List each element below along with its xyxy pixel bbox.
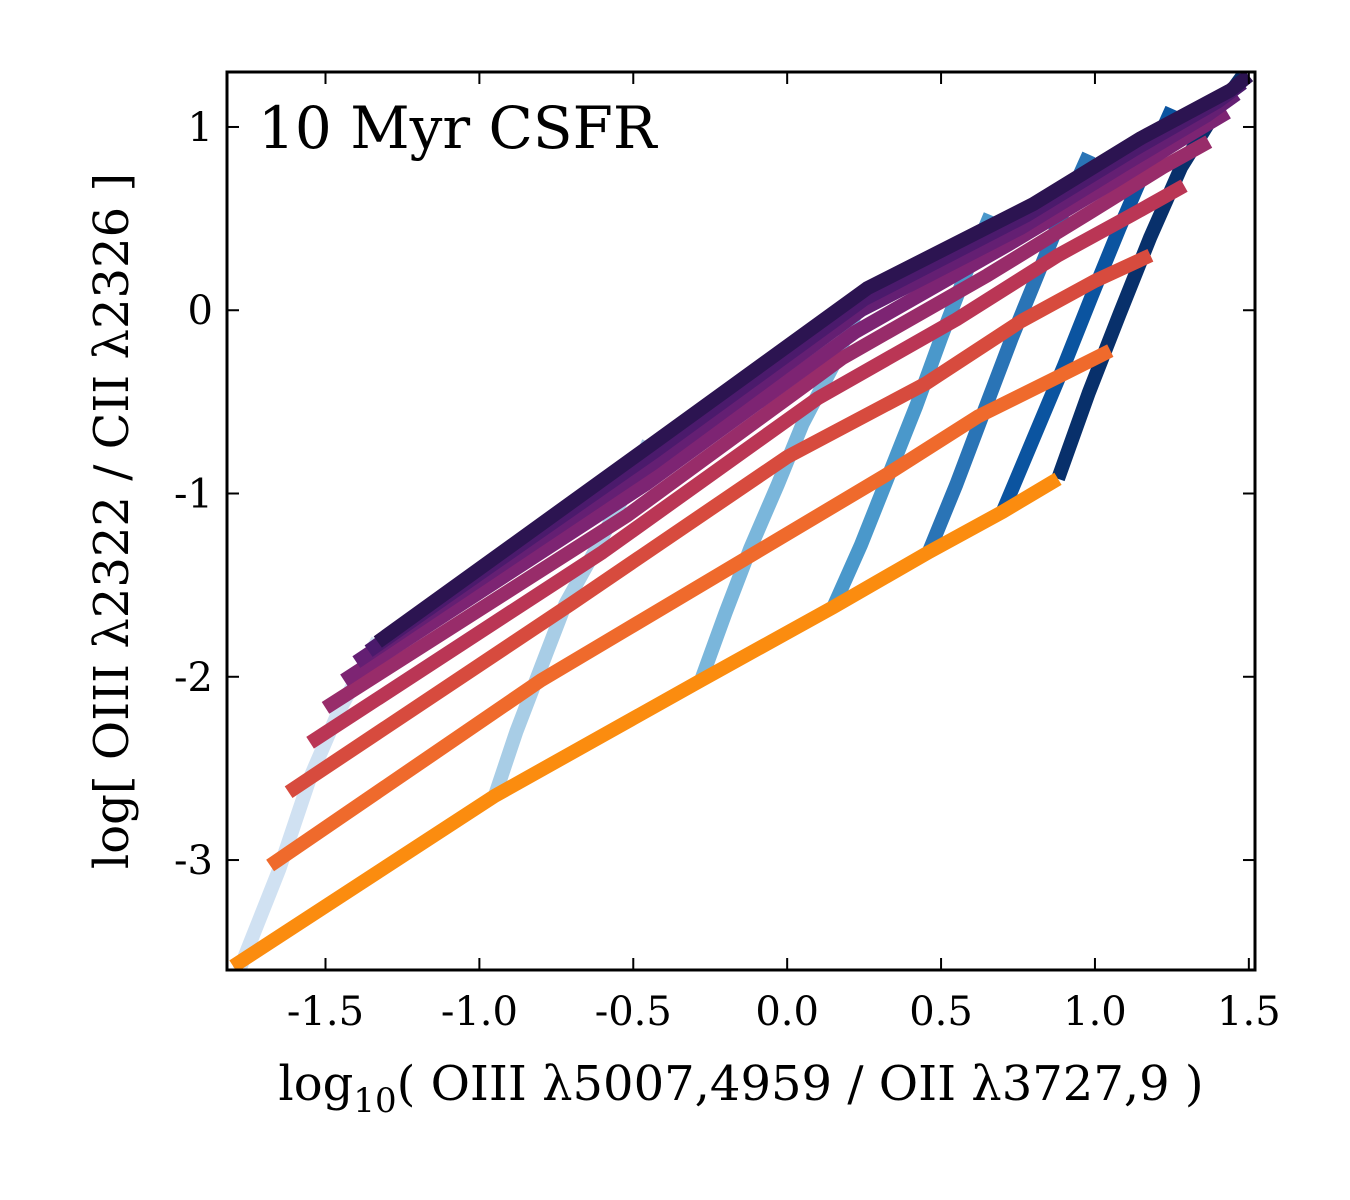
ionization-track-line-5: [321, 135, 1213, 714]
ionization-track-line-3: [284, 248, 1154, 799]
y-tick-label: -3: [174, 838, 213, 884]
y-tick-label: -1: [174, 472, 213, 518]
axis-ticks: -1.5 -1.0 -0.5 0.0 0.5 1.0 1.5 -3 -2 -1 0 1: [174, 72, 1281, 1035]
y-tick-label: -2: [174, 655, 213, 701]
ionization-track-line-6: [340, 106, 1231, 687]
x-tick-label: -1.0: [441, 989, 518, 1035]
chart-title: 10 Myr CSFR: [258, 94, 659, 162]
x-tick-label: 1.0: [1063, 989, 1127, 1035]
x-tick-label: -1.5: [287, 989, 364, 1035]
y-axis-label: log[ OIII λ2322 / CII λ2326 ]: [84, 173, 140, 869]
ionization-track-line-2: [266, 344, 1114, 872]
x-axis-label-suffix: ( OIII λ5007,4959 / OII λ3727,9 ): [397, 1056, 1204, 1112]
x-tick-label: -0.5: [595, 989, 672, 1035]
ionization-track-line-4: [306, 179, 1188, 749]
x-axis-label: log10( OIII λ5007,4959 / OII λ3727,9 ): [278, 1056, 1203, 1121]
x-tick-label: 1.5: [1217, 989, 1281, 1035]
x-axis-label-prefix: log: [278, 1056, 353, 1112]
y-tick-label: 0: [188, 288, 213, 334]
x-tick-label: 0.5: [909, 989, 973, 1035]
ionization-track-line-1: [229, 472, 1062, 970]
plot-lines: [229, 72, 1254, 970]
ionization-track-line-9: [373, 72, 1254, 648]
x-tick-label: 0.0: [755, 989, 819, 1035]
x-axis-label-subscript: 10: [353, 1081, 396, 1121]
y-tick-label: 1: [188, 105, 213, 151]
plot-frame: [225, 70, 1257, 972]
